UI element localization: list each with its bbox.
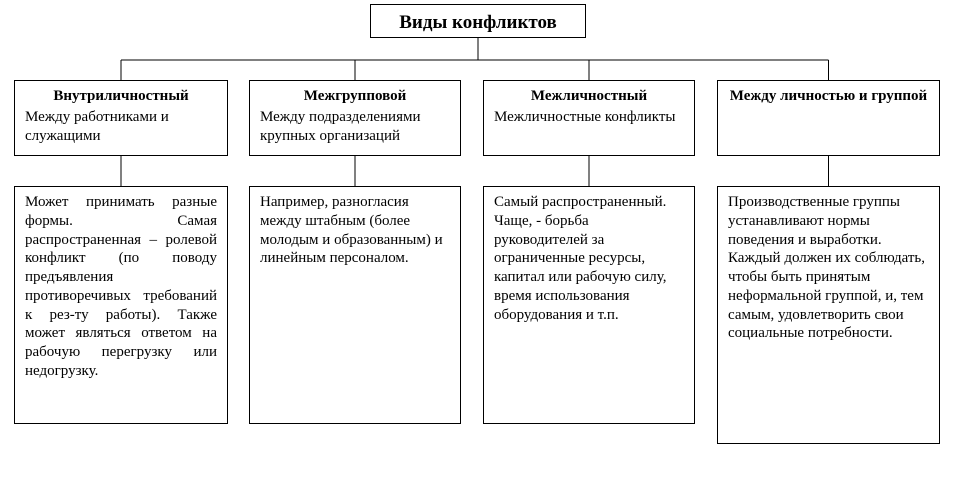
header-title: Межгрупповой	[260, 87, 450, 106]
header-title: Межличностный	[494, 87, 684, 106]
header-title: Между личностью и группой	[728, 87, 929, 106]
desc-text: Производственные группы устанавливают но…	[728, 194, 925, 341]
header-interpersonal: Межличностный Межличностные конфликты	[483, 80, 695, 156]
desc-person_group: Производственные группы устанавливают но…	[717, 186, 940, 444]
header-subtitle: Между подразделениями крупных организаци…	[260, 109, 421, 144]
root-node: Виды конфликтов	[370, 4, 586, 38]
desc-text: Например, разногласия между штабным (бол…	[260, 194, 443, 266]
header-subtitle: Между работниками и служащими	[25, 109, 169, 144]
header-person_group: Между личностью и группой	[717, 80, 940, 156]
root-title: Виды конфликтов	[399, 12, 557, 33]
header-intrapersonal: Внутриличностный Между работниками и служ…	[14, 80, 228, 156]
desc-interpersonal: Самый распространенный. Чаще, - борьба р…	[483, 186, 695, 424]
desc-text: Самый распространенный. Чаще, - борьба р…	[494, 194, 666, 323]
header-intergroup: Межгрупповой Между подразделениями крупны…	[249, 80, 461, 156]
header-subtitle: Межличностные конфликты	[494, 109, 675, 125]
desc-text: Может принимать разные формы. Самая расп…	[25, 194, 217, 379]
header-title: Внутриличностный	[25, 87, 217, 106]
desc-intrapersonal: Может принимать разные формы. Самая расп…	[14, 186, 228, 424]
desc-intergroup: Например, разногласия между штабным (бол…	[249, 186, 461, 424]
